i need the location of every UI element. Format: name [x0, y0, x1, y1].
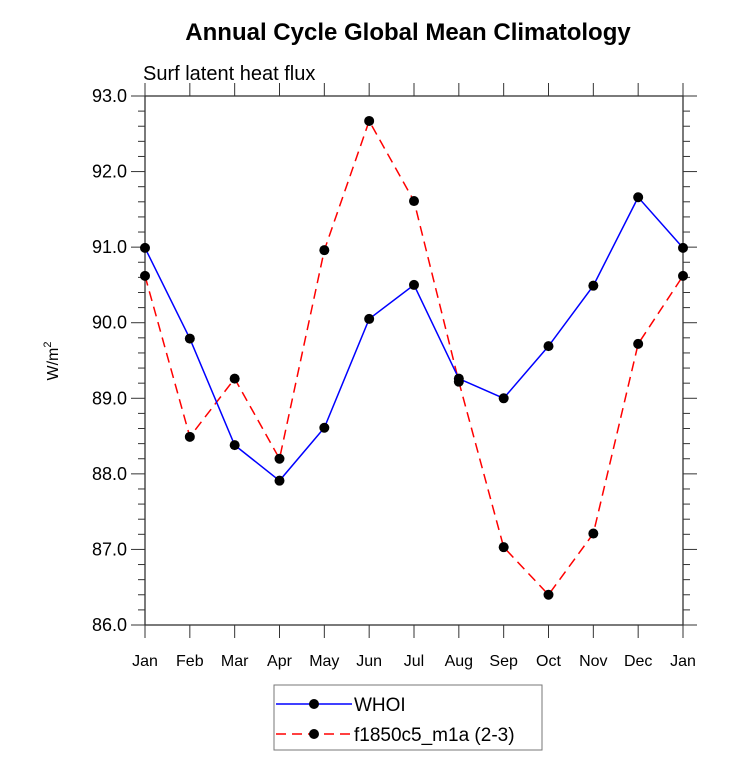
- y-tick-label: 89.0: [92, 388, 127, 408]
- y-tick-label: 93.0: [92, 86, 127, 106]
- x-tick-label: Dec: [624, 653, 652, 670]
- data-point: [140, 270, 150, 281]
- x-tick-label: Oct: [536, 653, 561, 670]
- data-point: [543, 341, 554, 352]
- data-point: [633, 192, 644, 203]
- data-point: [543, 589, 554, 600]
- series-line: [144, 119, 684, 596]
- y-axis-label: W/m2: [42, 342, 62, 381]
- x-tick-label: Jan: [132, 653, 158, 670]
- data-point: [678, 270, 688, 281]
- data-point: [184, 333, 195, 344]
- y-tick-label: 91.0: [92, 237, 127, 257]
- data-point: [409, 279, 419, 290]
- x-tick-label: Nov: [579, 653, 607, 670]
- y-axis-label-unit: W/m: [45, 348, 62, 381]
- y-tick-label: 88.0: [92, 464, 127, 484]
- data-point: [274, 475, 285, 486]
- y-tick-label: 86.0: [92, 615, 127, 635]
- data-point: [498, 542, 509, 553]
- series-line: [144, 195, 684, 482]
- x-tick-label: Aug: [445, 653, 473, 670]
- data-point: [498, 393, 509, 404]
- legend-marker: [309, 729, 319, 739]
- series-layer: [140, 115, 688, 600]
- legend-label: WHOI: [354, 695, 406, 716]
- x-tick-label: Jul: [404, 653, 424, 670]
- data-point: [409, 196, 419, 207]
- data-point: [140, 242, 150, 253]
- legend-box: [273, 684, 543, 751]
- data-point: [364, 115, 375, 126]
- x-tick-label: Jan: [670, 653, 696, 670]
- x-tick-label: Apr: [267, 653, 293, 670]
- data-point: [319, 422, 330, 433]
- data-point: [588, 528, 599, 539]
- legend-label: f1850c5_m1a (2-3): [354, 725, 515, 746]
- data-point: [678, 242, 688, 253]
- chart-subtitle: Surf latent heat flux: [143, 63, 315, 85]
- data-point: [229, 373, 240, 384]
- plot-frame: [144, 95, 684, 626]
- axes: 86.0 87.0 88.0 89.0 90.0 91.0 92.0 93.0 Jan Feb Ma…: [92, 83, 697, 670]
- y-tick-label: 87.0: [92, 539, 127, 559]
- y-axis-label-exponent: 2: [42, 342, 54, 348]
- x-tick-label: Jun: [356, 653, 382, 670]
- legend: WHOI f1850c5_m1a (2-3): [273, 684, 543, 751]
- x-tick-label: Mar: [221, 653, 249, 670]
- x-tick-label: May: [309, 653, 339, 670]
- data-point: [588, 280, 599, 291]
- legend-marker: [309, 699, 319, 709]
- x-tick-label: Feb: [176, 653, 204, 670]
- y-tick-label: 92.0: [92, 162, 127, 182]
- data-point: [274, 453, 285, 464]
- y-tick-label: 90.0: [92, 313, 127, 333]
- x-tick-label: Sep: [489, 653, 518, 670]
- data-point: [633, 338, 644, 349]
- data-point: [364, 313, 375, 324]
- data-point: [453, 376, 464, 387]
- chart-title: Annual Cycle Global Mean Climatology: [185, 19, 631, 46]
- data-point: [229, 440, 240, 451]
- data-point: [184, 431, 195, 442]
- data-point: [319, 245, 330, 256]
